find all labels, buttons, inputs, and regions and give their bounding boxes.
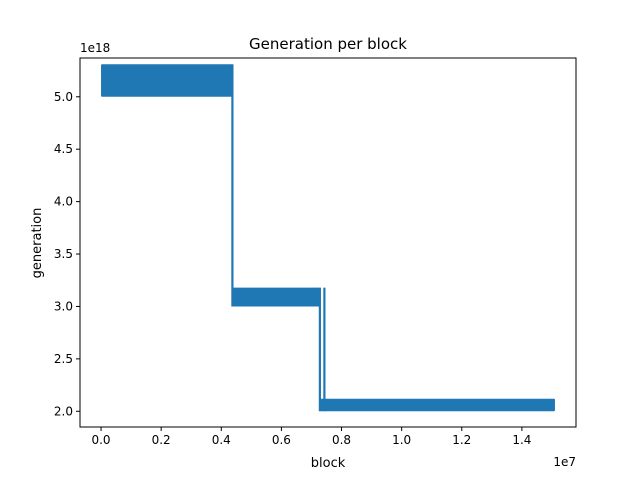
y-tick-label: 4.0: [54, 195, 73, 209]
series-band-0: [101, 64, 233, 97]
y-tick-label: 3.0: [54, 299, 73, 313]
x-tick-label: 0.4: [212, 433, 231, 447]
series-band-1: [232, 287, 320, 307]
x-tick-label: 1.4: [512, 433, 531, 447]
series-band-2: [319, 398, 555, 412]
y-offset-label: 1e18: [80, 41, 110, 55]
y-tick-label: 4.5: [54, 142, 73, 156]
y-axis-label: generation: [30, 208, 45, 279]
x-tick-label: 1.0: [392, 433, 411, 447]
plot-area: [101, 64, 555, 412]
y-tick-label: 2.5: [54, 352, 73, 366]
x-tick-label: 0.0: [91, 433, 110, 447]
chart-title: Generation per block: [249, 35, 407, 53]
y-tick-label: 5.0: [54, 90, 73, 104]
axes: 0.0 0.2 0.4 0.6 0.8 1.0 1.2 1.4 2.0 2.5 3.0 3.5 4.0 4…: [54, 57, 577, 447]
plot-frame: [79, 57, 577, 428]
x-offset-label: 1e7: [553, 455, 576, 469]
y-tick-label: 3.5: [54, 247, 73, 261]
x-axis-label: block: [311, 456, 346, 471]
x-tick-label: 1.2: [452, 433, 471, 447]
x-tick-label: 0.6: [272, 433, 291, 447]
y-tick-label: 2.0: [54, 404, 73, 418]
series-0: [101, 64, 555, 412]
x-tick-label: 0.8: [332, 433, 351, 447]
x-tick-label: 0.2: [152, 433, 171, 447]
